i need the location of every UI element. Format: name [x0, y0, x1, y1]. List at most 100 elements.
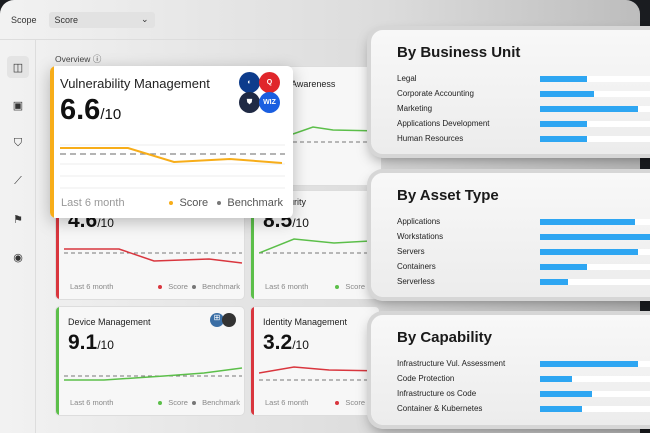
- overview-title: Overview ⓘ: [55, 54, 102, 64]
- bar-track: [540, 263, 650, 270]
- bar-fill: [540, 248, 639, 255]
- bar-fill: [540, 233, 650, 240]
- card-identity-management[interactable]: Identity Management 3.2/10 Last 6 month S…: [250, 306, 380, 416]
- bar-track: [540, 120, 650, 127]
- flag-icon[interactable]: ⚑: [13, 213, 23, 226]
- trend-chart: [259, 238, 379, 254]
- bar-label: Corporate Accounting: [397, 89, 474, 98]
- target-icon[interactable]: ◉: [13, 251, 23, 264]
- bar-label: Applications Development: [397, 119, 490, 128]
- bar-row: Marketing: [397, 101, 650, 116]
- bar-label: Workstations: [397, 232, 444, 241]
- card-footer: Last 6 month Score: [265, 398, 365, 407]
- bar-row: Infrastructure os Code: [397, 386, 650, 401]
- integration-logos: ◐ Q ⛊ WIZ: [239, 72, 281, 114]
- wiz-logo: WIZ: [259, 92, 280, 113]
- bar-track: [540, 233, 650, 240]
- shield-icon[interactable]: ⛉: [13, 136, 23, 149]
- bar-row: Serverless: [397, 274, 650, 289]
- analytics-icon[interactable]: ⟋: [14, 174, 22, 187]
- trend-chart: [60, 144, 285, 189]
- panel-by-asset-type: By Asset Type Applications Workstations Se…: [371, 173, 650, 297]
- featured-score: 6.6/10: [60, 94, 122, 126]
- card-title: Identity Management: [263, 317, 348, 327]
- panel-title: By Asset Type: [397, 187, 499, 204]
- bar-row: Legal: [397, 71, 650, 86]
- dashboard-icon[interactable]: ◫: [7, 56, 29, 78]
- shield-logo-icon: ⛊: [239, 92, 260, 113]
- panel-by-capability: By Capability Infrastructure Vul. Assess…: [371, 315, 650, 425]
- bar-fill: [540, 90, 594, 97]
- bar-row: Human Resources: [397, 131, 650, 146]
- bar-row: Servers: [397, 244, 650, 259]
- card-device-management[interactable]: Device Management ⊞ 9.1/10 Last 6 month S…: [55, 306, 245, 416]
- windows-logo-icon: ⊞: [210, 313, 224, 327]
- bar-track: [540, 278, 650, 285]
- bar-track: [540, 218, 650, 225]
- bar-label: Container & Kubernetes: [397, 404, 483, 413]
- circle-logo-icon: ◐: [239, 72, 260, 93]
- bar-fill: [540, 375, 573, 382]
- scope-select[interactable]: Score ⌄: [48, 11, 155, 28]
- bar-track: [540, 390, 650, 397]
- bar-fill: [540, 75, 587, 82]
- bar-fill: [540, 120, 587, 127]
- bar-label: Marketing: [397, 104, 433, 113]
- featured-footer: Last 6 month Score Benchmark: [61, 197, 283, 209]
- bar-label: Code Protection: [397, 374, 455, 383]
- bar-label: Legal: [397, 74, 417, 83]
- bar-track: [540, 135, 650, 142]
- bar-row: Applications: [397, 214, 650, 229]
- bar-row: Applications Development: [397, 116, 650, 131]
- card-footer: Last 6 month Score Benchmark: [70, 398, 240, 407]
- bar-label: Applications: [397, 217, 441, 226]
- panel-title: By Capability: [397, 329, 493, 346]
- bar-row: Infrastructure Vul. Assessment: [397, 356, 650, 371]
- scope-label: Scope: [11, 14, 37, 25]
- bar-fill: [540, 278, 568, 285]
- card-footer: Last 6 month Score: [265, 282, 365, 291]
- card-score: 9.1/10: [68, 331, 114, 354]
- topbar: Scope Score ⌄: [0, 0, 640, 40]
- bar-label: Serverless: [397, 277, 435, 286]
- bar-row: Workstations: [397, 229, 650, 244]
- bar-track: [540, 105, 650, 112]
- card-footer: Last 6 month Score Benchmark: [70, 282, 240, 291]
- card-title: Awareness: [291, 79, 336, 89]
- scope-value: Score: [54, 14, 79, 25]
- bar-fill: [540, 360, 639, 367]
- chevron-down-icon: ⌄: [140, 14, 149, 24]
- bar-label: Servers: [397, 247, 425, 256]
- briefcase-icon[interactable]: ▣: [12, 99, 24, 112]
- card-title: urity: [289, 197, 307, 207]
- trend-chart: [259, 366, 379, 381]
- bar-track: [540, 360, 650, 367]
- bar-label: Containers: [397, 262, 436, 271]
- sidebar: ◫ ▣ ⛉ ⟋ ⚑ ◉: [0, 40, 36, 433]
- panel-title: By Business Unit: [397, 44, 521, 61]
- bar-fill: [540, 105, 639, 112]
- card-title: Device Management: [68, 317, 151, 327]
- bar-fill: [540, 390, 592, 397]
- bar-track: [540, 248, 650, 255]
- bar-row: Code Protection: [397, 371, 650, 386]
- bar-label: Infrastructure os Code: [397, 389, 477, 398]
- q-logo-icon: Q: [259, 72, 280, 93]
- info-icon[interactable]: ⓘ: [92, 54, 102, 64]
- bar-fill: [540, 135, 587, 142]
- bar-track: [540, 405, 650, 412]
- featured-title: Vulnerability Management: [60, 76, 210, 91]
- bar-label: Human Resources: [397, 134, 464, 143]
- featured-card-vulnerability-management[interactable]: Vulnerability Management ◐ Q ⛊ WIZ 6.6/1…: [50, 66, 293, 218]
- device-logo-icon: [222, 313, 236, 327]
- bar-track: [540, 75, 650, 82]
- bar-fill: [540, 405, 582, 412]
- trend-chart: [292, 126, 381, 143]
- trend-chart: [64, 367, 243, 381]
- bar-label: Infrastructure Vul. Assessment: [397, 359, 506, 368]
- integration-logos: ⊞: [210, 313, 236, 327]
- bar-track: [540, 375, 650, 382]
- bar-fill: [540, 218, 635, 225]
- bar-row: Container & Kubernetes: [397, 401, 650, 416]
- trend-chart: [64, 248, 243, 264]
